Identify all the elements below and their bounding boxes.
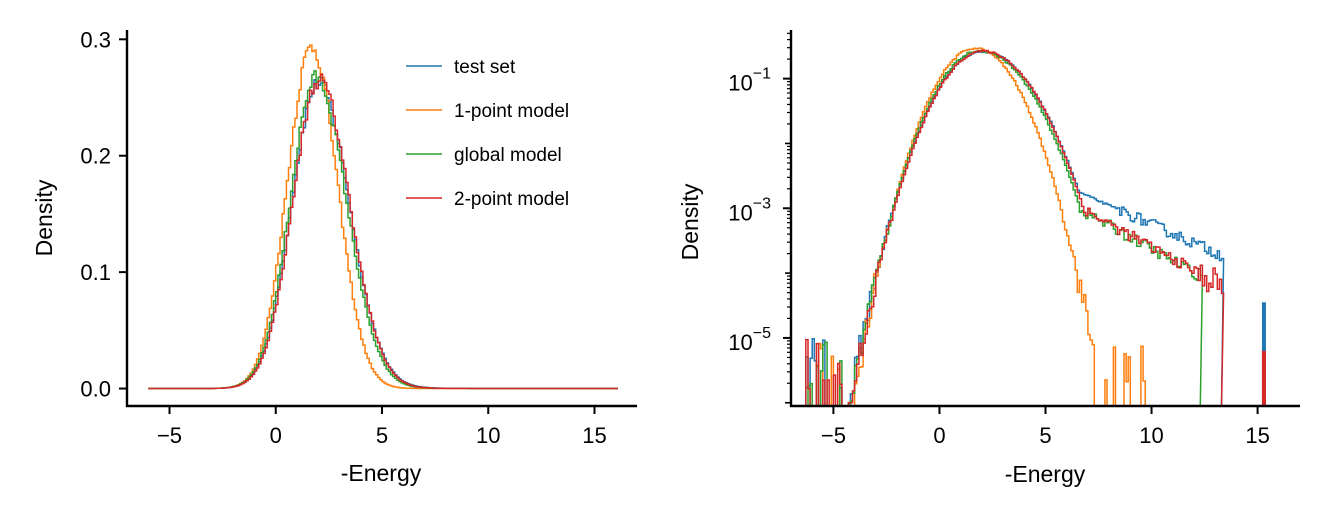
left-y-ticks: 0.0 0.1 0.2 0.3	[80, 27, 127, 402]
legend-label-1-point-model: 1-point model	[454, 101, 569, 122]
left-x-tick-label: −5	[157, 423, 182, 448]
left-x-axis-label: -Energy	[341, 460, 422, 486]
right-x-tick-label: −5	[821, 423, 846, 448]
right-y-ticks: 10−1 10−3 10−5	[728, 32, 791, 404]
legend-label-test-set: test set	[454, 57, 516, 78]
legend-label-global-model: global model	[454, 145, 562, 166]
left-y-tick-label: 0.3	[80, 27, 111, 52]
log-series-group	[805, 47, 1266, 407]
right-x-ticks: −5 0 5 10 15	[821, 406, 1270, 448]
right-y-tick-label: 10−3	[728, 195, 771, 225]
right-x-tick-label: 0	[933, 423, 945, 448]
linear-series-2-point-model	[148, 73, 618, 390]
left-x-tick-label: 5	[376, 423, 388, 448]
left-x-ticks: −5 0 5 10 15	[157, 406, 607, 448]
right-y-tick-label: 10−1	[728, 66, 771, 96]
linear-series-test-set	[148, 79, 618, 390]
left-x-tick-label: 10	[476, 423, 500, 448]
linear-series-group	[148, 44, 618, 390]
right-x-axis-label: -Energy	[1005, 461, 1086, 487]
log-series-test-set	[805, 50, 1225, 407]
log-series-1-point-model	[805, 47, 1150, 407]
right-y-axis-label: Density	[677, 183, 703, 260]
legend: test set 1-point model global model 2-point…	[406, 57, 569, 210]
chart-log-density: −5 0 5 10 15 10−1 10−3 10−5 -Energy Density	[677, 30, 1300, 487]
log-spike-2-point-model	[1261, 350, 1266, 406]
chart-linear-density: −5 0 5 10 15 0.0 0.1 0.2 0.3 -Energy Density te…	[31, 27, 637, 486]
left-y-tick-label: 0.2	[80, 144, 111, 169]
log-series-2-point-model	[805, 49, 1225, 407]
left-y-tick-label: 0.1	[80, 260, 111, 285]
right-x-tick-label: 15	[1245, 423, 1269, 448]
left-x-tick-label: 0	[270, 423, 282, 448]
right-x-tick-label: 5	[1039, 423, 1051, 448]
left-y-tick-label: 0.0	[80, 377, 111, 402]
right-y-tick-label: 10−5	[728, 325, 771, 355]
right-x-tick-label: 10	[1139, 423, 1163, 448]
legend-label-2-point-model: 2-point model	[454, 189, 569, 210]
left-y-axis-label: Density	[31, 179, 57, 256]
left-x-tick-label: 15	[582, 423, 606, 448]
linear-series-1-point-model	[148, 44, 618, 390]
